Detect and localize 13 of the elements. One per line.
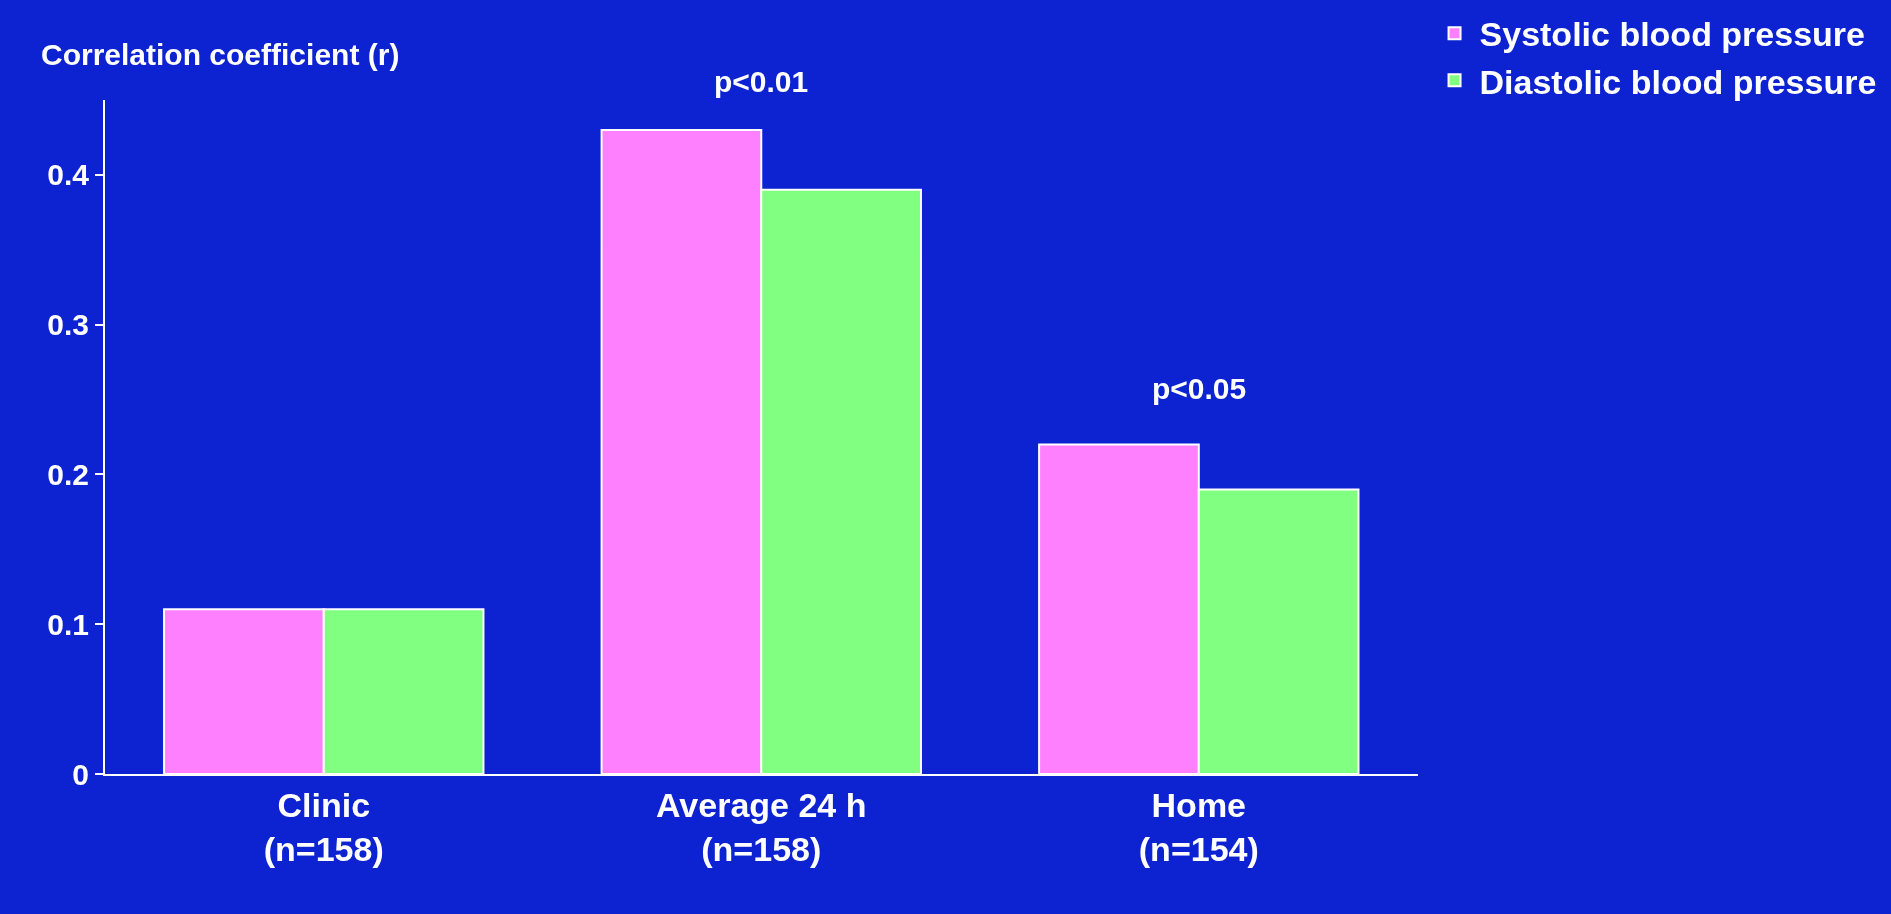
y-tick-label: 0.2 (47, 457, 89, 491)
y-tick-label: 0.4 (47, 158, 90, 192)
x-tick-label: Clinic (n=158) (263, 785, 384, 868)
legend-label: Diastolic blood pressure (1479, 62, 1877, 101)
y-axis-title: Correlation coefficient (r) (41, 38, 400, 71)
y-tick-label: 0.3 (47, 308, 89, 342)
annotation: p<0.05 (1152, 372, 1247, 405)
x-tick-label: Average 24 h (n=158) (656, 785, 867, 868)
y-tick-label: 0 (72, 757, 89, 791)
legend-label: Systolic blood pressure (1479, 15, 1865, 54)
y-tick-label: 0.1 (47, 607, 89, 641)
text: p<0.01 (714, 65, 809, 98)
x-tick-label: Home (n=154) (1138, 785, 1259, 868)
